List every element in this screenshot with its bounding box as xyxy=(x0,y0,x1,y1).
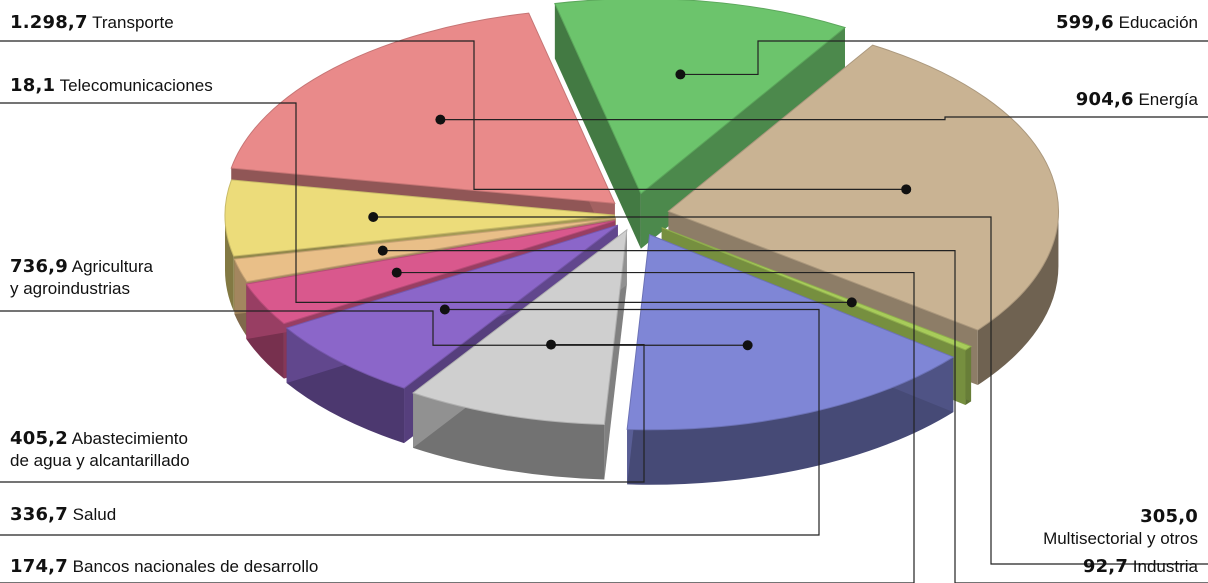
leader-5 xyxy=(0,271,915,583)
name-energia: Energía xyxy=(1138,90,1198,109)
value-transporte: 1.298,7 xyxy=(10,12,88,33)
leader-dot-0 xyxy=(901,184,912,195)
name-industria: Industria xyxy=(1132,557,1198,576)
name-salud: Salud xyxy=(72,505,117,524)
name-agricultura-line2: y agroindustrias xyxy=(10,279,131,298)
slice-top-2 xyxy=(626,234,955,431)
leader-dot-1 xyxy=(846,297,857,308)
slice-3 xyxy=(411,228,628,480)
slice-side-3 xyxy=(413,392,605,480)
slice-top-8 xyxy=(230,12,616,204)
slice-top-4 xyxy=(285,224,619,389)
leader-9 xyxy=(680,40,1208,76)
slice-2 xyxy=(626,234,955,485)
label-agua: 405,2 Abastecimiento de agua y alcantari… xyxy=(10,428,190,472)
leader-dot-8 xyxy=(435,114,446,125)
slice-cut-3-0 xyxy=(604,229,627,480)
leader-4 xyxy=(0,308,820,536)
leader-dot-5 xyxy=(391,267,402,278)
leader-6 xyxy=(382,250,1208,583)
value-bancos: 174,7 xyxy=(10,556,68,577)
name-agua-line2: de agua y alcantarillado xyxy=(10,451,190,470)
label-salud: 336,7 Salud xyxy=(10,504,116,526)
label-industria: 92,7 Industria xyxy=(1083,556,1198,578)
value-salud: 336,7 xyxy=(10,504,68,525)
leader-2 xyxy=(0,310,748,346)
name-transporte: Transporte xyxy=(92,13,174,32)
name-educacion: Educación xyxy=(1118,13,1198,32)
name-bancos: Bancos nacionales de desarrollo xyxy=(72,557,319,576)
leader-7 xyxy=(373,216,1208,565)
leader-dot-2 xyxy=(742,340,753,351)
value-energia: 904,6 xyxy=(1075,89,1134,110)
leader-dot-6 xyxy=(377,245,388,256)
label-bancos: 174,7 Bancos nacionales de desarrollo xyxy=(10,556,318,578)
leader-0 xyxy=(0,40,907,190)
label-agricultura: 736,9 Agricultura y agroindustrias xyxy=(10,256,153,300)
leader-8 xyxy=(440,116,1208,121)
slice-top-3 xyxy=(411,228,628,426)
leader-1 xyxy=(0,102,852,303)
value-industria: 92,7 xyxy=(1082,556,1129,577)
leader-dot-9 xyxy=(675,69,686,80)
slice-top-9 xyxy=(554,0,847,195)
label-transporte: 1.298,7 Transporte xyxy=(10,12,174,34)
slice-top-1 xyxy=(661,227,973,351)
slice-top-0 xyxy=(667,44,1059,331)
value-agua: 405,2 xyxy=(10,428,68,449)
label-educacion: 599,6 Educación xyxy=(1056,12,1198,34)
slice-cut-9-0 xyxy=(554,3,641,249)
slice-top-6 xyxy=(233,217,616,283)
leader-dot-7 xyxy=(368,211,379,222)
name-telecomunicaciones: Telecomunicaciones xyxy=(59,76,213,95)
leader-lines xyxy=(0,40,1208,583)
label-multisectorial: 305,0 Multisectorial y otros xyxy=(1043,506,1198,550)
slice-top-7 xyxy=(224,179,616,257)
name-multisectorial: Multisectorial y otros xyxy=(1043,529,1198,548)
leader-3 xyxy=(0,344,645,483)
label-energia: 904,6 Energía xyxy=(1076,89,1198,111)
label-telecomunicaciones: 18,1 Telecomunicaciones xyxy=(10,75,213,97)
slice-side-7 xyxy=(225,215,234,312)
value-multisectorial: 305,0 xyxy=(1140,506,1198,527)
leader-dot-4 xyxy=(439,304,450,315)
value-educacion: 599,6 xyxy=(1055,12,1114,33)
slice-side-2 xyxy=(627,357,954,485)
value-telecomunicaciones: 18,1 xyxy=(10,75,56,96)
pie-slices xyxy=(224,0,1059,485)
value-agricultura: 736,9 xyxy=(10,256,68,277)
name-agua-line1: Abastecimiento xyxy=(71,429,188,448)
leader-dot-3 xyxy=(546,339,557,350)
name-agricultura-line1: Agricultura xyxy=(71,257,153,276)
